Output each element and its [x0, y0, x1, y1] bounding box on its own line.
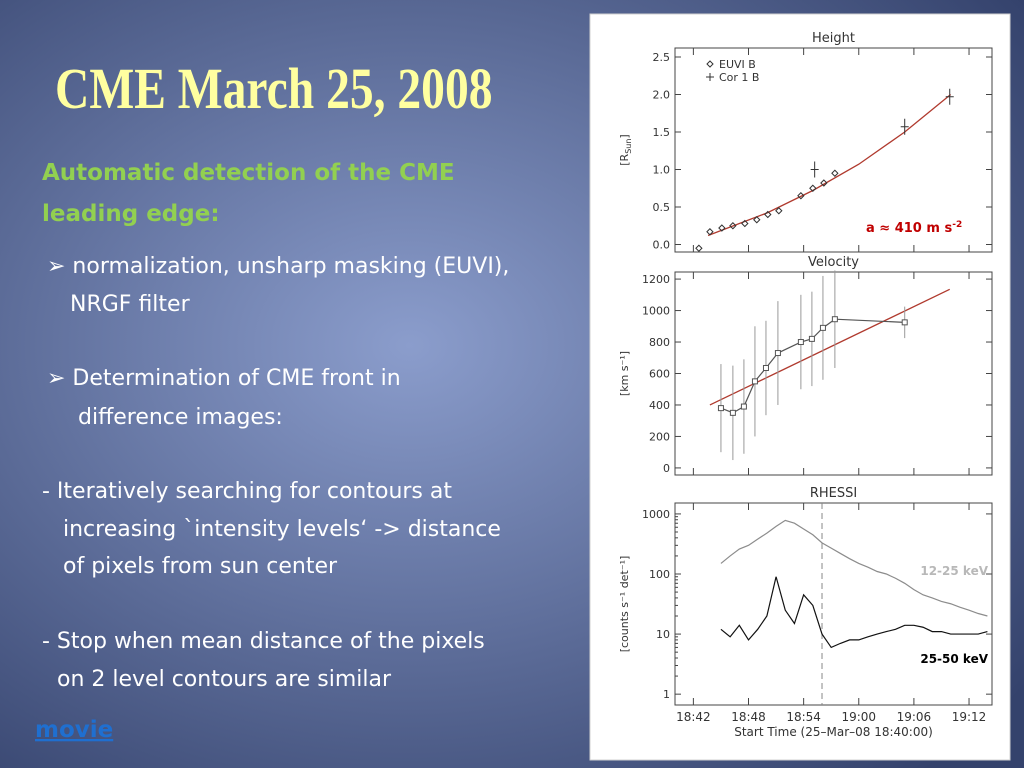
series-label: 12-25 keV	[920, 564, 988, 578]
legend-label: Cor 1 B	[719, 71, 759, 84]
marker	[729, 222, 737, 230]
marker	[762, 364, 769, 371]
marker	[718, 224, 726, 232]
chart-title: Velocity	[808, 255, 859, 270]
marker	[797, 192, 805, 200]
y-tick-label: 1	[663, 688, 670, 701]
fit-line	[709, 288, 951, 406]
marker	[775, 207, 783, 215]
bullet: of pixels from sun center	[63, 554, 338, 579]
marker	[774, 350, 781, 357]
y-axis-label-sub: Sun	[624, 139, 633, 154]
bullet: difference images:	[78, 405, 283, 430]
annotation-sup: -2	[952, 220, 962, 230]
y-tick-label: 1000	[642, 305, 670, 318]
legend-label: EUVI B	[719, 58, 756, 71]
x-axis-label: Start Time (25–Mar–08 18:40:00)	[734, 725, 933, 739]
marker	[808, 335, 815, 342]
marker	[797, 339, 804, 346]
y-tick-label: 2.5	[653, 51, 671, 64]
y-tick-label: 1000	[642, 508, 670, 521]
bullet: NRGF filter	[70, 292, 191, 317]
marker	[741, 219, 749, 228]
y-tick-label: 800	[649, 336, 670, 349]
x-tick-label: 19:12	[952, 710, 987, 724]
x-tick-label: 19:06	[897, 710, 932, 724]
bullet: - Stop when mean distance of the pixels	[42, 629, 485, 654]
bullet: on 2 level contours are similar	[57, 667, 392, 692]
y-axis-label: [counts s⁻¹ det⁻¹]	[618, 556, 631, 653]
marker	[945, 88, 954, 105]
marker	[900, 118, 909, 135]
y-tick-label: 10	[656, 628, 670, 641]
series-line	[720, 576, 988, 649]
marker	[695, 244, 703, 252]
bullet: ➢ Determination of CME front in	[47, 366, 401, 391]
marker	[809, 184, 817, 192]
chart-title: Height	[812, 31, 855, 46]
y-axis-label-part: [R	[618, 153, 631, 165]
marker	[819, 324, 826, 331]
chart-title: RHESSI	[810, 486, 857, 501]
marker	[751, 378, 758, 385]
plot-frame	[674, 502, 993, 706]
x-tick-label: 18:48	[731, 710, 766, 724]
y-tick-label: 1.0	[653, 164, 671, 177]
y-axis-label: [RSun]	[618, 134, 633, 165]
series-line	[720, 519, 988, 617]
movie-link[interactable]: movie	[35, 717, 113, 743]
bullet: ➢ normalization, unsharp masking (EUVI),	[47, 254, 509, 279]
y-tick-label: 0.5	[653, 201, 671, 214]
marker	[717, 405, 724, 412]
bullet: - Iteratively searching for contours at	[42, 479, 452, 504]
legend-marker	[706, 73, 714, 81]
heading: Automatic detection of the CME	[42, 160, 455, 186]
x-tick-label: 19:00	[841, 710, 876, 724]
marker	[831, 316, 838, 323]
legend-marker	[706, 60, 714, 68]
y-tick-label: 0.0	[653, 239, 671, 252]
marker	[753, 216, 761, 224]
y-tick-label: 400	[649, 399, 670, 412]
annotation: a ≈ 410 m s-2	[866, 220, 962, 236]
heading: leading edge:	[42, 201, 220, 227]
y-tick-label: 600	[649, 368, 670, 381]
series-label: 25-50 keV	[920, 652, 988, 666]
y-axis-label: [km s⁻¹]	[618, 351, 631, 396]
x-tick-label: 18:42	[676, 710, 711, 724]
marker	[831, 169, 839, 177]
annotation-text: a ≈ 410 m s	[866, 221, 952, 236]
marker	[820, 179, 828, 187]
slide-title: CME March 25, 2008	[55, 58, 493, 121]
marker	[810, 161, 819, 178]
marker	[764, 210, 772, 219]
marker	[901, 319, 908, 326]
marker	[740, 403, 747, 410]
plot-frame	[674, 47, 993, 253]
y-tick-label: 1.5	[653, 126, 671, 139]
y-tick-label: 2.0	[653, 89, 671, 102]
marker	[706, 228, 714, 236]
y-tick-label: 0	[663, 462, 670, 475]
x-tick-label: 18:54	[786, 710, 821, 724]
y-tick-label: 100	[649, 568, 670, 581]
bullet: increasing `intensity levels‘ -> distanc…	[63, 517, 501, 542]
marker	[729, 409, 736, 416]
y-tick-label: 1200	[642, 273, 670, 286]
charts: Height [RSun] 0.0 0.5 1.0 1.5 2.0 2.5 EUVI BCor …	[618, 31, 993, 739]
y-axis-label-part: ]	[618, 134, 631, 138]
figure-panel	[589, 13, 1011, 761]
y-tick-label: 200	[649, 430, 670, 443]
